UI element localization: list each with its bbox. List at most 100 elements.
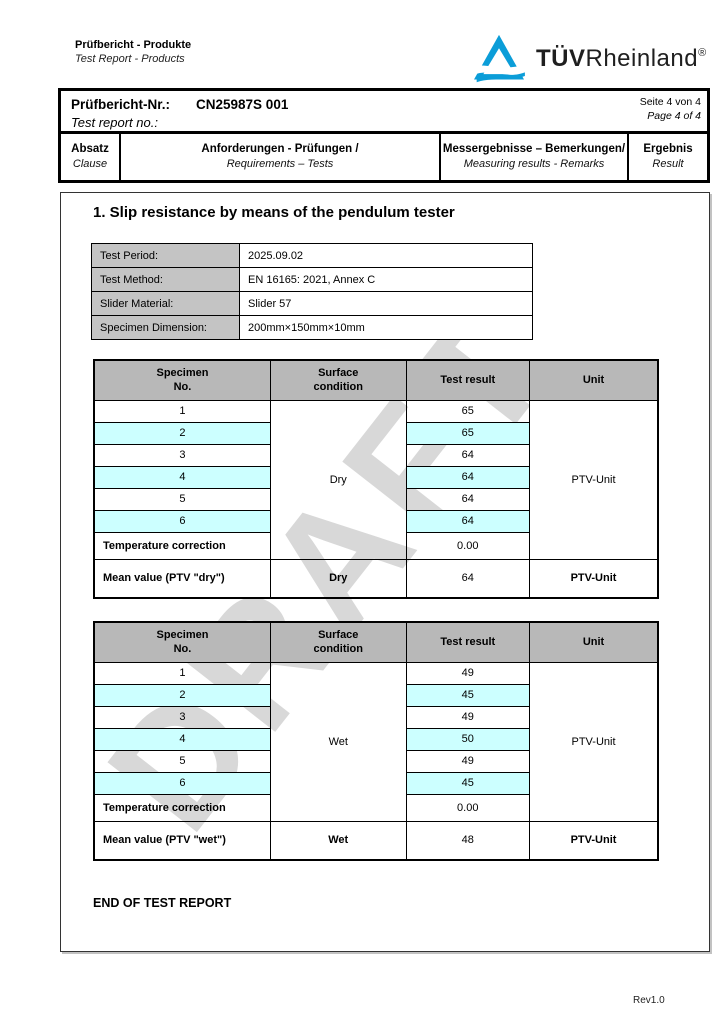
header-unit: Unit (529, 621, 659, 663)
test-result: 49 (405, 705, 531, 729)
test-result: 64 (405, 487, 531, 511)
table-row: Specimen Dimension: 200mm×150mm×10mm (91, 315, 533, 340)
brand-rheinland: Rheinland (585, 45, 699, 72)
specimen-no: 2 (93, 421, 271, 445)
info-label-test-period: Test Period: (91, 243, 240, 268)
table-row: 1 Dry 65 PTV-Unit (93, 399, 659, 560)
table-row: Test Period: 2025.09.02 (91, 243, 533, 268)
table-row: 3 49 (93, 705, 658, 729)
table-row: 6 64 (93, 509, 658, 533)
surface-condition-cell: Wet (269, 661, 407, 822)
table-row: Slider Material: Slider 57 (91, 291, 533, 316)
table-row: Test Method: EN 16165: 2021, Annex C (91, 267, 533, 292)
column-clause: Absatz Clause (61, 134, 121, 180)
result-table-wet: Specimen No. Surface condition Test result… (93, 621, 659, 861)
section-title: 1. Slip resistance by means of the pendu… (93, 204, 455, 221)
page-indicator-en: Page 4 of 4 (647, 110, 701, 122)
temperature-correction-value: 0.00 (405, 531, 531, 560)
specimen-no: 3 (93, 443, 271, 467)
test-result: 65 (405, 421, 531, 445)
column-clause-en: Clause (72, 158, 108, 170)
end-of-report-text: END OF TEST REPORT (93, 896, 232, 910)
mean-label: Mean value (PTV "wet") (93, 820, 271, 861)
unit-cell: PTV-Unit (529, 399, 659, 560)
table-row: 5 64 (93, 487, 658, 511)
revision-label: Rev1.0 (633, 995, 665, 1006)
info-value-slider-material: Slider 57 (239, 291, 533, 316)
registered-mark: ® (698, 47, 707, 59)
column-requirements-de: Anforderungen - Prüfungen / (201, 143, 359, 155)
report-number-row: Prüfbericht-Nr.: CN25987S 001 Test report… (61, 91, 707, 134)
test-result: 64 (405, 465, 531, 489)
mean-unit: PTV-Unit (529, 558, 659, 599)
test-info-table: Test Period: 2025.09.02 Test Method: EN … (91, 243, 533, 340)
header-specimen-no: Specimen No. (93, 359, 271, 401)
page-indicator: Seite 4 von 4 Page 4 of 4 (640, 95, 701, 129)
temperature-correction-row: Temperature correction 0.00 (93, 531, 658, 560)
mean-condition: Dry (269, 558, 407, 599)
temperature-correction-row: Temperature correction 0.00 (93, 793, 658, 822)
test-result: 45 (405, 771, 531, 795)
table-header-row: Specimen No. Surface condition Test result… (93, 621, 659, 663)
mean-value-row: Mean value (PTV "dry") Dry 64 PTV-Unit (93, 558, 659, 599)
column-result: Ergebnis Result (629, 134, 707, 180)
content-box: 1. Slip resistance by means of the pendu… (60, 192, 710, 952)
column-clause-de: Absatz (71, 143, 109, 155)
brand-text: TÜVRheinland® (536, 45, 707, 73)
surface-condition-cell: Dry (269, 399, 407, 560)
test-result: 49 (405, 749, 531, 773)
table-row: 3 64 (93, 443, 658, 467)
column-result-en: Result (652, 158, 684, 170)
column-requirements-en: Requirements – Tests (226, 158, 334, 170)
header-surface-condition: Surface condition (269, 621, 407, 663)
mean-condition: Wet (269, 820, 407, 861)
doc-type: Prüfbericht - Produkte Test Report - Pro… (75, 38, 191, 66)
table-row: 2 45 (93, 683, 658, 707)
tuv-triangle-icon (472, 34, 526, 83)
specimen-no: 2 (93, 683, 271, 707)
tuv-rheinland-logo: TÜVRheinland® (472, 34, 707, 84)
temperature-correction-label: Temperature correction (93, 531, 271, 560)
test-result: 64 (405, 509, 531, 533)
table-row: 2 65 (93, 421, 658, 445)
column-result-de: Ergebnis (643, 143, 693, 155)
mean-value-row: Mean value (PTV "wet") Wet 48 PTV-Unit (93, 820, 659, 861)
mean-value: 48 (405, 820, 531, 861)
unit-cell: PTV-Unit (529, 661, 659, 822)
page-indicator-de: Seite 4 von 4 (639, 96, 701, 108)
header-test-result: Test result (405, 621, 531, 663)
test-result: 45 (405, 683, 531, 707)
column-requirements: Anforderungen - Prüfungen / Requirements… (121, 134, 441, 180)
test-result: 49 (405, 661, 531, 685)
table-header-row: Specimen No. Surface condition Test result… (93, 359, 659, 401)
report-number-label-de: Prüfbericht-Nr.: (71, 97, 171, 112)
header-specimen-no: Specimen No. (93, 621, 271, 663)
table-row: 4 50 (93, 727, 658, 751)
header-unit: Unit (529, 359, 659, 401)
specimen-no: 5 (93, 749, 271, 773)
specimen-no: 1 (93, 661, 271, 685)
doc-type-en: Test Report - Products (75, 53, 185, 65)
info-value-specimen-dimension: 200mm×150mm×10mm (239, 315, 533, 340)
doc-type-de: Prüfbericht - Produkte (75, 39, 192, 51)
report-number-label-en: Test report no.: (71, 115, 158, 130)
specimen-no: 6 (93, 771, 271, 795)
result-table-dry: Specimen No. Surface condition Test result… (93, 359, 659, 599)
table-row: 1 Wet 49 PTV-Unit (93, 661, 659, 822)
info-value-test-method: EN 16165: 2021, Annex C (239, 267, 533, 292)
test-result: 50 (405, 727, 531, 751)
info-label-slider-material: Slider Material: (91, 291, 240, 316)
info-label-specimen-dimension: Specimen Dimension: (91, 315, 240, 340)
column-results-de: Messergebnisse – Bemerkungen/ (442, 143, 626, 155)
specimen-no: 1 (93, 399, 271, 423)
specimen-no: 5 (93, 487, 271, 511)
header-test-result: Test result (405, 359, 531, 401)
report-header-box: Prüfbericht-Nr.: CN25987S 001 Test report… (58, 88, 710, 183)
specimen-no: 6 (93, 509, 271, 533)
test-result: 65 (405, 399, 531, 423)
info-label-test-method: Test Method: (91, 267, 240, 292)
column-results-en: Measuring results - Remarks (463, 158, 605, 170)
mean-value: 64 (405, 558, 531, 599)
specimen-no: 4 (93, 727, 271, 751)
